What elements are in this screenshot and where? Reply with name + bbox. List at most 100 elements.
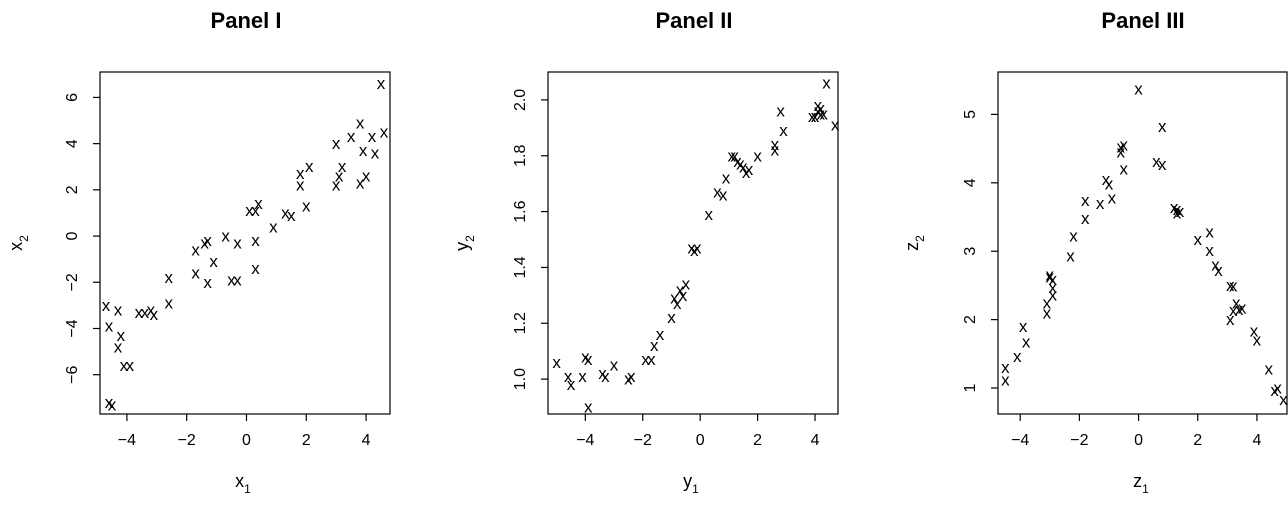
data-point: x [667,308,676,327]
data-point: x [1108,188,1117,207]
data-point: x [1069,227,1078,246]
x-axis-label: x1 [235,471,251,496]
x-tick-label: 4 [811,432,820,449]
data-point: x [356,173,365,192]
data-point: x [114,337,123,356]
data-point: x [598,364,607,383]
data-point: x [245,201,254,220]
data-point: x [1170,198,1179,217]
data-point: x [673,294,682,313]
data-point: x [601,367,610,386]
data-point: x [1066,246,1075,265]
y-tick-label: 2.0 [512,89,529,111]
data-point: x [1043,294,1052,313]
x-tick-label: −4 [118,432,136,449]
data-point: x [1226,310,1235,329]
data-point: x [1105,175,1114,194]
data-point: x [150,305,159,324]
x-axis-label-main: y [683,471,692,491]
data-point: x [779,121,788,140]
data-point: x [1193,230,1202,249]
data-point: x [771,135,780,154]
data-point: x [819,104,828,123]
data-point: x [1048,285,1057,304]
data-point: x [745,160,754,179]
data-point: x [165,294,174,313]
data-point: x [1046,268,1055,287]
data-point: x [305,157,314,176]
x-axis-label-sub: 1 [692,482,699,496]
data-point: x [1102,170,1111,189]
x-tick-label: 0 [1134,432,1143,449]
data-point: x [209,252,218,271]
y-axis-label-main: x [6,242,26,251]
data-point: x [1211,255,1220,274]
y-axis-label-sub: 2 [463,235,477,242]
data-point: x [679,286,688,305]
y-tick-label: 3 [962,247,979,256]
data-point: x [722,169,731,188]
data-point: x [227,270,236,289]
data-point: x [1043,303,1052,322]
y-tick-label: 0 [64,232,81,241]
data-point: x [335,166,344,185]
data-point: x [269,217,278,236]
data-point: x [200,234,209,253]
data-point: x [1229,301,1238,320]
y-axis-label: z2 [902,235,927,251]
data-point: x [676,280,685,299]
data-point: x [1229,277,1238,296]
data-point: x [1273,379,1282,398]
data-point: x [221,227,230,246]
y-tick-label: 6 [64,93,81,102]
panel-1: Panel I−4 −2 0 2 4−6−4−20246x1x2xxxxxxxxxxxx… [6,8,391,496]
x-axis-label-main: z [1133,471,1142,491]
x-tick-label: −2 [634,432,652,449]
y-tick-label: 1.2 [512,312,529,334]
data-point: x [831,116,840,135]
data-point: x [1120,160,1129,179]
data-point: x [1205,223,1214,242]
y-axis-label-main: z [902,242,922,251]
data-point: x [1001,370,1010,389]
y-tick-label: 1.8 [512,145,529,167]
x-tick-label: −4 [1011,432,1029,449]
data-point: x [287,206,296,225]
y-tick-label: −6 [64,365,81,383]
data-point: x [362,166,371,185]
data-point: x [1205,241,1214,260]
data-point: x [251,201,260,220]
data-point: x [191,264,200,283]
y-tick-label: 4 [64,139,81,148]
data-point: x [368,127,377,146]
panel-title: Panel II [655,8,732,33]
data-point: x [1134,80,1143,99]
data-point: x [126,356,135,375]
data-point: x [610,356,619,375]
data-point: x [1232,294,1241,313]
y-axis-label-sub: 2 [17,235,31,242]
data-point: x [1279,390,1288,409]
y-tick-label: 5 [962,110,979,119]
data-point: x [338,157,347,176]
y-axis-label-main: y [452,242,472,251]
data-point: x [105,393,114,412]
data-point: x [690,241,699,260]
x-tick-label: 0 [242,432,251,449]
x-tick-label: 2 [1193,432,1202,449]
data-point: x [102,296,111,315]
data-point: x [822,74,831,93]
data-point: x [1022,333,1031,352]
data-point: x [1173,200,1182,219]
data-point: x [1096,194,1105,213]
data-point: x [578,367,587,386]
data-point: x [1235,300,1244,319]
data-point: x [135,303,144,322]
data-point: x [1250,322,1259,341]
data-point: x [332,134,341,153]
data-point: x [1048,278,1057,297]
x-axis-label-main: x [235,471,244,491]
data-point: x [584,398,593,417]
data-point: x [817,104,826,123]
y-tick-label: 2 [64,185,81,194]
